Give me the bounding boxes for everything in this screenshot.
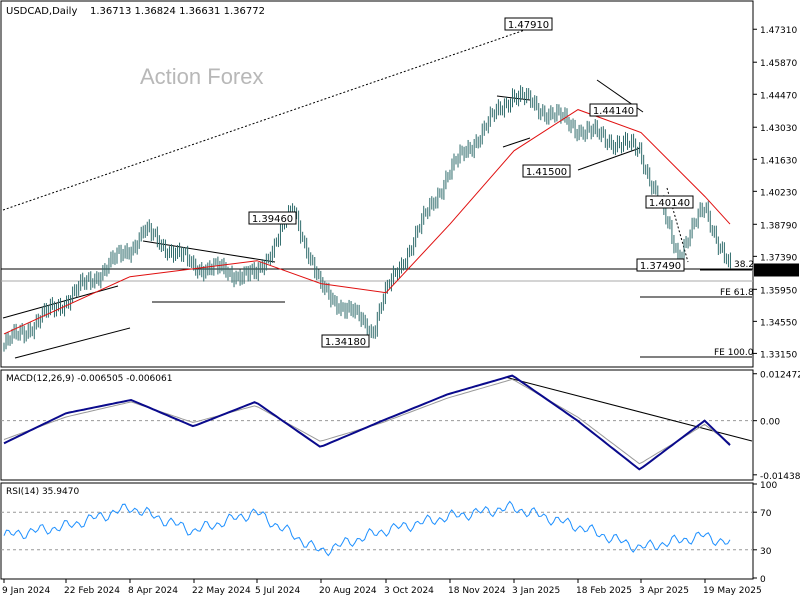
rsi-panel-frame [0, 482, 754, 580]
wedge-lower-line [577, 147, 641, 171]
price-tick-label: 1.45870 [760, 59, 797, 69]
time-tick-label: 20 Aug 2024 [319, 586, 377, 596]
price-tick-label: 1.40230 [760, 188, 797, 198]
price-level-box [321, 334, 370, 348]
rsi-tick-label: 30 [760, 547, 772, 557]
ohlc-readout: 1.36713 1.36824 1.36631 1.36772 [90, 6, 265, 17]
time-tick-label: 3 Oct 2024 [384, 586, 434, 596]
price-y-axis: 1.47310 1.45870 1.44470 1.43030 1.41630 1.402… [753, 26, 797, 360]
time-tick-label: 3 Jan 2025 [512, 586, 560, 596]
macd-title: MACD(12,26,9) -0.006505 -0.006061 [6, 374, 172, 384]
price-tick-label: 1.35950 [760, 286, 797, 296]
price-level-box [248, 211, 297, 225]
macd-tick-label: 0.00 [760, 418, 780, 428]
fe-1000-label: FE 100.0 [714, 348, 754, 358]
long-term-trendline [2, 21, 549, 211]
price-level-label: 1.47910 [508, 20, 549, 31]
current-price-marker: 1.36772 [754, 263, 799, 277]
price-tick-label: 1.41630 [760, 156, 797, 166]
price-tick-label: 1.37390 [760, 253, 797, 263]
price-annotations: 1.47910 1.44140 1.41500 1.40140 1.39460 1.374… [248, 17, 754, 358]
price-panel-frame [0, 0, 754, 368]
price-tick-label: 1.33150 [760, 350, 797, 360]
macd-tick-label: 0.012472 [760, 371, 800, 381]
time-tick-label: 22 Feb 2024 [64, 586, 120, 596]
price-level-label: 1.41500 [526, 167, 567, 178]
macd-trendline [504, 376, 753, 442]
price-level-box [589, 103, 638, 117]
time-tick-label: 9 Jan 2024 [2, 586, 50, 596]
time-tick-label: 22 May 2024 [192, 586, 251, 596]
price-level-box [636, 258, 685, 272]
rsi-tick-label: 0 [760, 575, 766, 585]
price-level-label: 1.37490 [640, 261, 681, 272]
price-level-box [504, 17, 553, 31]
current-price-bg [754, 263, 799, 277]
time-tick-label: 18 Nov 2024 [448, 586, 506, 596]
rsi-levels [1, 511, 753, 551]
price-tick-label: 1.43030 [760, 124, 797, 134]
price-tick-label: 1.44470 [760, 91, 797, 101]
macd-panel-frame [0, 369, 754, 481]
current-price-label: 1.36772 [760, 266, 797, 276]
rsi-tick-label: 100 [760, 481, 777, 491]
rsi-y-axis: 100 70 30 0 [753, 481, 777, 585]
fe-618-label: FE 61.8 [720, 288, 754, 298]
price-tick-label: 1.47310 [760, 26, 797, 36]
price-level-box [522, 164, 571, 178]
moving-average-line [3, 109, 731, 335]
macd-tick-label: -0.014389 [760, 472, 800, 482]
symbol-label: USDCAD,Daily [6, 6, 77, 17]
time-tick-label: 3 Apr 2025 [639, 586, 689, 596]
time-tick-label: 19 May 2025 [703, 586, 762, 596]
price-tick-label: 1.34550 [760, 318, 797, 328]
time-tick-label: 18 Feb 2025 [576, 586, 632, 596]
fibo-382-label: 38.2 [734, 260, 754, 270]
price-trendlines [1, 21, 753, 359]
rsi-line [3, 500, 731, 557]
channel-lower-line [14, 327, 131, 359]
rsi-tick-label: 70 [760, 509, 772, 519]
time-tick-label: 5 Jul 2024 [255, 586, 300, 596]
price-level-label: 1.40140 [649, 198, 690, 209]
macd-line [3, 374, 731, 471]
price-level-label: 1.34180 [325, 337, 366, 348]
price-tick-label: 1.38790 [760, 221, 797, 231]
price-level-label: 1.39460 [252, 214, 293, 225]
time-tick-label: 8 Apr 2024 [128, 586, 178, 596]
price-level-label: 1.44140 [593, 106, 634, 117]
watermark: Action Forex [140, 64, 264, 89]
flag-lower-line [502, 137, 531, 148]
rsi-title: RSI(14) 35.9470 [6, 487, 79, 497]
time-axis: 9 Jan 2024 22 Feb 2024 8 Apr 2024 22 May 20… [2, 579, 762, 596]
price-level-box [645, 195, 694, 209]
macd-y-axis: 0.012472 0.00 -0.014389 [753, 371, 800, 482]
